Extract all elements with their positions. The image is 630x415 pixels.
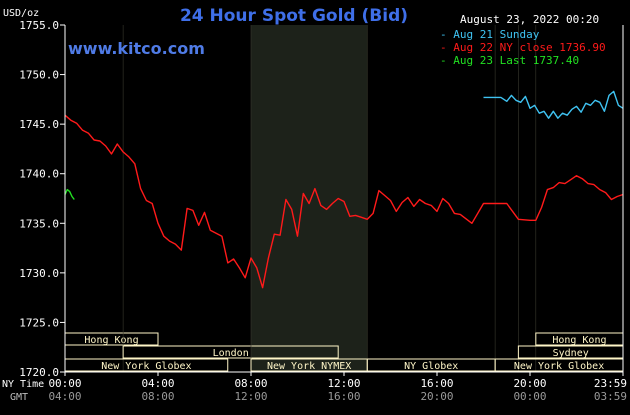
x-tick-label-ny: 00:00 xyxy=(48,377,81,390)
legend: - Aug 21 Sunday - Aug 22 NY close 1736.9… xyxy=(440,28,606,67)
series-lines xyxy=(64,90,624,289)
session-box xyxy=(122,345,339,359)
y-tick-label: 1740.0 xyxy=(19,168,59,181)
shaded-period xyxy=(251,25,368,372)
site-watermark: www.kitco.com xyxy=(68,39,205,58)
trading-sessions: Hong Kong London New York Globex New York N… xyxy=(64,25,624,372)
series-line xyxy=(64,114,624,289)
y-tick-label: 1755.0 xyxy=(19,19,59,32)
x-tick-label-ny: 16:00 xyxy=(420,377,453,390)
x-tick-label-gmt: 16:00 xyxy=(327,390,360,403)
x-tick-label-ny: 23:59 xyxy=(594,377,627,390)
y-tick-label: 1725.0 xyxy=(19,316,59,329)
session-label: London xyxy=(213,348,249,359)
x-tick-label-gmt: 03:59 xyxy=(594,390,627,403)
session-label: New York Globex xyxy=(101,361,191,372)
session-label: New York NYMEX xyxy=(267,361,351,372)
x-tick-label-gmt: 12:00 xyxy=(234,390,267,403)
timestamp: August 23, 2022 00:20 xyxy=(460,13,599,26)
x-tick-label-gmt: 04:00 xyxy=(48,390,81,403)
ny-time-label: NY Time xyxy=(2,379,44,390)
legend-dash: - xyxy=(440,54,453,67)
legend-label: Aug 21 Sunday xyxy=(453,28,539,41)
session-label: New York Globex xyxy=(514,361,604,372)
x-tick-label-ny: 20:00 xyxy=(513,377,546,390)
series-line xyxy=(483,90,624,119)
y-unit-label: USD/oz xyxy=(3,8,39,19)
session-label: Hong Kong xyxy=(552,335,606,346)
legend-item: - Aug 23 Last 1737.40 xyxy=(440,54,579,67)
legend-label: Aug 22 NY close 1736.90 xyxy=(453,41,605,54)
y-tick-label: 1750.0 xyxy=(19,69,59,82)
series-line xyxy=(64,188,75,200)
x-tick-label-ny: 04:00 xyxy=(141,377,174,390)
y-tick-label: 1720.0 xyxy=(19,366,59,379)
y-tick-label: 1745.0 xyxy=(19,118,59,131)
legend-item: - Aug 22 NY close 1736.90 xyxy=(440,41,606,54)
session-label: Hong Kong xyxy=(84,335,138,346)
x-ticks: 00:0004:0004:0008:0008:0012:0012:0016:00… xyxy=(48,372,627,403)
session-label: Sydney xyxy=(553,348,589,359)
chart-title: 24 Hour Spot Gold (Bid) xyxy=(180,6,408,26)
legend-item: - Aug 21 Sunday xyxy=(440,28,540,41)
x-tick-label-ny: 12:00 xyxy=(327,377,360,390)
legend-dash: - xyxy=(440,28,453,41)
x-tick-label-gmt: 20:00 xyxy=(420,390,453,403)
y-tick-label: 1735.0 xyxy=(19,217,59,230)
x-tick-label-gmt: 08:00 xyxy=(141,390,174,403)
gmt-label: GMT xyxy=(10,392,28,403)
legend-dash: - xyxy=(440,41,453,54)
y-ticks: 1720.0 1725.0 1730.0 1735.0 1740.0 1745.0 1750… xyxy=(19,19,65,379)
legend-label: Aug 23 Last 1737.40 xyxy=(453,54,579,67)
session-label: NY Globex xyxy=(404,361,458,372)
y-tick-label: 1730.0 xyxy=(19,267,59,280)
x-tick-label-ny: 08:00 xyxy=(234,377,267,390)
x-tick-label-gmt: 00:00 xyxy=(513,390,546,403)
